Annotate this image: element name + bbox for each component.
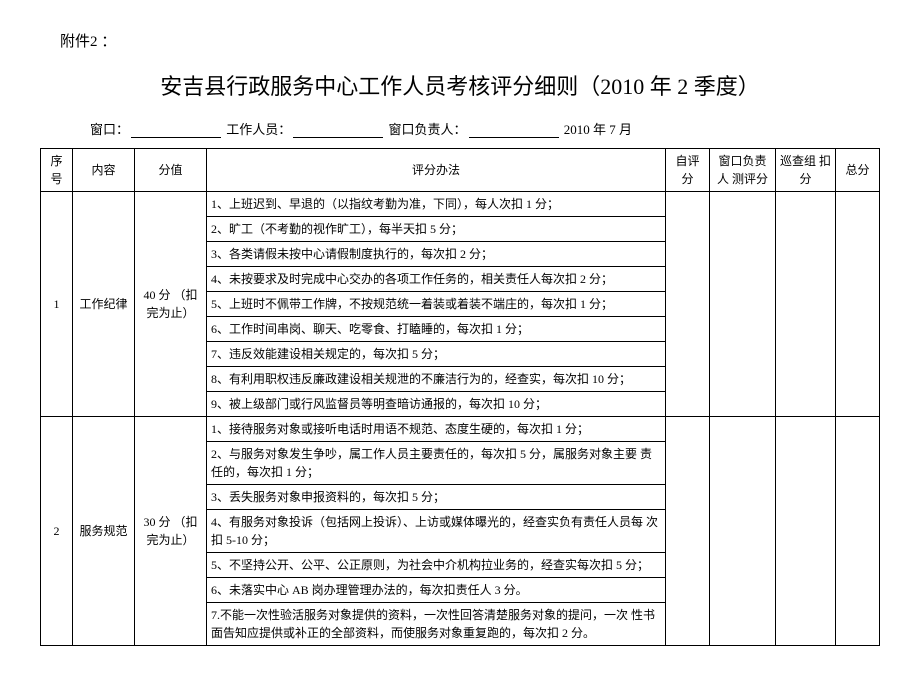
criteria-cell: 4、未按要求及时完成中心交办的各项工作任务的，相关责任人每次扣 2 分； (207, 267, 666, 292)
header-total: 总分 (836, 149, 880, 192)
score-cell: 30 分 （扣完为止） (135, 417, 207, 646)
total-cell (836, 417, 880, 646)
lead-cell (710, 192, 776, 417)
criteria-cell: 9、被上级部门或行风监督员等明查暗访通报的，每次扣 10 分； (207, 392, 666, 417)
criteria-cell: 1、上班迟到、早退的（以指纹考勤为准，下同），每人次扣 1 分； (207, 192, 666, 217)
criteria-cell: 6、工作时间串岗、聊天、吃零食、打瞌睡的，每次扣 1 分； (207, 317, 666, 342)
lead-cell (710, 417, 776, 646)
criteria-cell: 2、与服务对象发生争吵，属工作人员主要责任的，每次扣 5 分，属服务对象主要 责… (207, 442, 666, 485)
self-cell (666, 192, 710, 417)
header-score: 分值 (135, 149, 207, 192)
criteria-cell: 5、不坚持公开、公平、公正原则，为社会中介机构拉业务的，经查实每次扣 5 分； (207, 553, 666, 578)
assessment-table: 序号 内容 分值 评分办法 自评分 窗口负责人 测评分 巡查组 扣分 总分 1 … (40, 148, 880, 646)
table-header-row: 序号 内容 分值 评分办法 自评分 窗口负责人 测评分 巡查组 扣分 总分 (41, 149, 880, 192)
staff-label: 工作人员： (226, 122, 291, 137)
inspect-cell (776, 192, 836, 417)
content-cell: 工作纪律 (73, 192, 135, 417)
inspect-cell (776, 417, 836, 646)
header-seq: 序号 (41, 149, 73, 192)
window-blank (131, 124, 221, 138)
staff-blank (293, 124, 383, 138)
header-self: 自评分 (666, 149, 710, 192)
supervisor-label: 窗口负责人： (389, 122, 467, 137)
criteria-cell: 2、旷工（不考勤的视作旷工），每半天扣 5 分； (207, 217, 666, 242)
total-cell (836, 192, 880, 417)
criteria-cell: 5、上班时不佩带工作牌，不按规范统一着装或着装不端庄的，每次扣 1 分； (207, 292, 666, 317)
seq-cell: 1 (41, 192, 73, 417)
criteria-cell: 6、未落实中心 AB 岗办理管理办法的，每次扣责任人 3 分。 (207, 578, 666, 603)
criteria-cell: 1、接待服务对象或接听电话时用语不规范、态度生硬的，每次扣 1 分； (207, 417, 666, 442)
header-lead: 窗口负责人 测评分 (710, 149, 776, 192)
content-cell: 服务规范 (73, 417, 135, 646)
self-cell (666, 417, 710, 646)
supervisor-blank (469, 124, 559, 138)
header-inspect: 巡查组 扣分 (776, 149, 836, 192)
form-header-line: 窗口： 工作人员： 窗口负责人： 2010 年 7 月 (40, 119, 880, 138)
criteria-cell: 7.不能一次性验活服务对象提供的资料，一次性回答清楚服务对象的提问，一次 性书面… (207, 603, 666, 646)
table-row: 1 工作纪律 40 分 （扣完为止） 1、上班迟到、早退的（以指纹考勤为准，下同… (41, 192, 880, 217)
criteria-cell: 7、违反效能建设相关规定的，每次扣 5 分； (207, 342, 666, 367)
attachment-label: 附件2 ： (40, 30, 880, 51)
seq-cell: 2 (41, 417, 73, 646)
score-cell: 40 分 （扣完为止） (135, 192, 207, 417)
table-row: 2 服务规范 30 分 （扣完为止） 1、接待服务对象或接听电话时用语不规范、态… (41, 417, 880, 442)
date-text: 2010 年 7 月 (564, 122, 632, 137)
document-title: 安吉县行政服务中心工作人员考核评分细则（2010 年 2 季度） (40, 69, 880, 101)
window-label: 窗口： (90, 122, 129, 137)
header-method: 评分办法 (207, 149, 666, 192)
table-body: 1 工作纪律 40 分 （扣完为止） 1、上班迟到、早退的（以指纹考勤为准，下同… (41, 192, 880, 646)
criteria-cell: 3、丢失服务对象申报资料的，每次扣 5 分； (207, 485, 666, 510)
criteria-cell: 3、各类请假未按中心请假制度执行的，每次扣 2 分； (207, 242, 666, 267)
criteria-cell: 4、有服务对象投诉（包括网上投诉）、上访或媒体曝光的，经查实负有责任人员每 次扣… (207, 510, 666, 553)
criteria-cell: 8、有利用职权违反廉政建设相关规泄的不廉洁行为的，经查实，每次扣 10 分； (207, 367, 666, 392)
header-content: 内容 (73, 149, 135, 192)
